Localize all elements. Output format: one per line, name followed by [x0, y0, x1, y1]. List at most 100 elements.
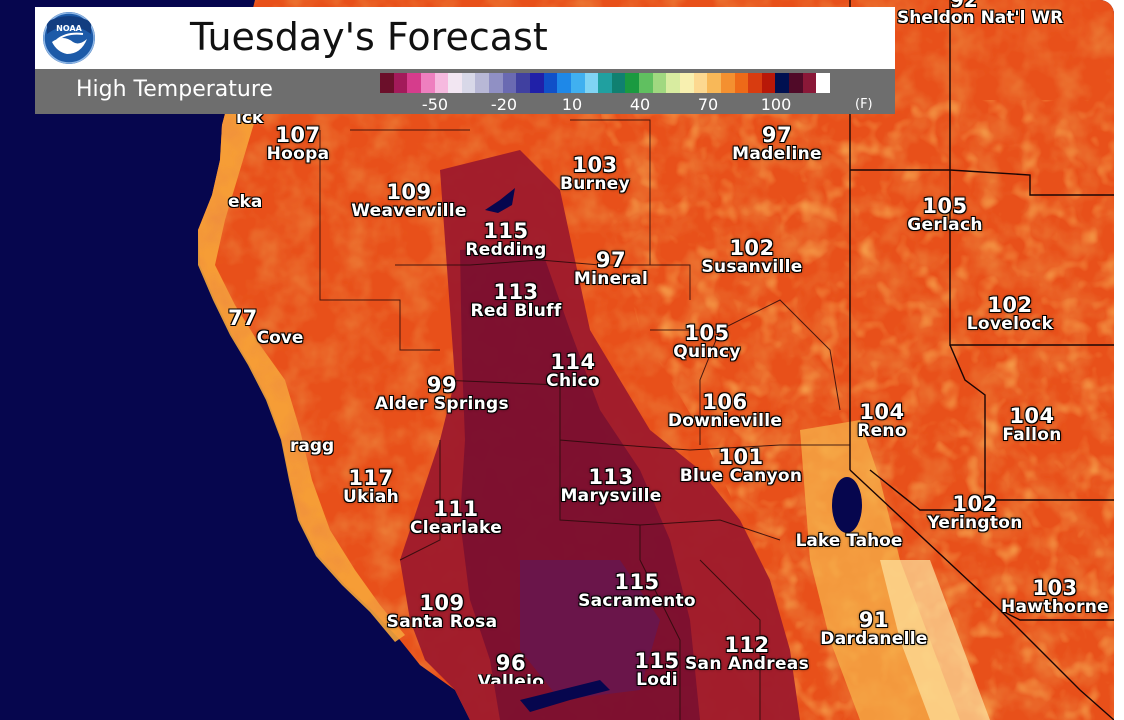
scale-swatch — [407, 73, 422, 93]
delta-purple — [520, 560, 660, 700]
city-name: Cove — [256, 328, 304, 348]
scale-swatch — [543, 73, 558, 93]
city-temp: 97 — [595, 248, 627, 272]
city-san-andreas: 112 San Andreas — [685, 634, 809, 674]
city-name: Redding — [465, 240, 547, 261]
city-lovelock: 102 Lovelock — [967, 294, 1053, 334]
city-name: Vallejo — [477, 672, 545, 693]
scale-swatch — [461, 73, 476, 93]
scale-tick: -50 — [421, 95, 449, 114]
land-texture-light — [600, 100, 1114, 720]
bay-water — [520, 680, 610, 712]
city-temp: 101 — [718, 445, 764, 469]
scale-swatch — [489, 73, 504, 93]
city-weaverville: 109 Weaverville — [351, 181, 467, 221]
lake-tahoe-water — [832, 477, 862, 533]
city-name: Hoopa — [266, 144, 330, 165]
city-name: Santa Rosa — [386, 612, 498, 633]
city-lake-tahoe: Lake Tahoe — [796, 532, 903, 551]
city-temp: 91 — [858, 608, 890, 632]
noaa-logo-icon: NOAA — [43, 12, 95, 64]
city-temp: 112 — [724, 633, 770, 657]
scale-tick: 100 — [760, 95, 792, 114]
sierra-coolest — [880, 560, 990, 720]
city-name: Clearlake — [409, 518, 503, 539]
cove-temp-cut: 77 — [228, 306, 258, 330]
scale-tick: -20 — [490, 95, 518, 114]
scale-tick: 70 — [697, 95, 719, 114]
scale-swatch — [761, 73, 776, 93]
scale-swatch — [434, 73, 449, 93]
map-subtitle: High Temperature — [76, 77, 273, 102]
scale-swatch — [680, 73, 695, 93]
city-name: Blue Canyon — [679, 466, 803, 487]
city-name: Downieville — [667, 411, 783, 432]
city-marysville: 113 Marysville — [560, 466, 661, 506]
shasta-lake-water — [485, 188, 515, 213]
city-downieville: 106 Downieville — [668, 391, 782, 431]
scale-swatch — [666, 73, 681, 93]
scale-swatch — [516, 73, 531, 93]
city-name: Lovelock — [966, 314, 1054, 335]
city-temp: 96 — [495, 651, 527, 675]
state-borders — [849, 0, 1114, 720]
city-name: Weaverville — [351, 201, 467, 222]
eureka-label-cut: eka — [228, 192, 263, 212]
city-temp: 109 — [419, 591, 465, 615]
city-name: San Andreas — [685, 654, 809, 675]
color-scale-bar — [380, 73, 831, 93]
noaa-logo-graphic: NOAA — [43, 12, 95, 64]
city-temp: 99 — [426, 373, 458, 397]
scale-tick: 40 — [629, 95, 651, 114]
scale-swatch — [720, 73, 736, 93]
scale-tick: 10 — [561, 95, 583, 114]
city-temp: 104 — [859, 400, 905, 424]
city-name: Mineral — [573, 269, 649, 290]
city-vallejo: 96 Vallejo — [478, 652, 545, 692]
city-chico: 114 Chico — [546, 351, 600, 391]
scale-swatch — [448, 73, 463, 93]
scale-swatch — [639, 73, 654, 93]
page-title: Tuesday's Forecast — [190, 15, 548, 59]
scale-swatch — [775, 73, 790, 93]
city-name: Ukiah — [342, 487, 400, 508]
scale-swatch — [475, 73, 490, 93]
city-temp: 113 — [493, 280, 539, 304]
fort-bragg-label-cut: ragg — [290, 436, 335, 456]
scale-swatch — [530, 73, 545, 93]
scale-swatch — [598, 73, 613, 93]
coastal-warm-strip — [198, 60, 405, 642]
city-name: Susanville — [701, 257, 803, 278]
city-name: Gerlach — [907, 215, 983, 236]
city-redding: 115 Redding — [465, 220, 546, 260]
city-yerington: 102 Yerington — [927, 493, 1022, 533]
scale-swatch — [734, 73, 749, 93]
scale-swatch — [557, 73, 572, 93]
city-santa-rosa: 109 Santa Rosa — [387, 592, 498, 632]
forecast-header: NOAA Tuesday's Forecast High Temperature… — [35, 7, 895, 114]
scale-swatch — [393, 73, 408, 93]
city-temp: 115 — [634, 649, 680, 673]
city-sacramento: 115 Sacramento — [578, 571, 696, 611]
city-temp: 104 — [1009, 404, 1055, 428]
city-reno: 104 Reno — [857, 401, 907, 441]
city-name: Dardanelle — [820, 629, 928, 650]
city-name: Reno — [857, 421, 907, 442]
city-name: Madeline — [732, 144, 822, 165]
scale-swatch — [748, 73, 763, 93]
title-bar: NOAA Tuesday's Forecast — [35, 7, 895, 69]
city-blue-canyon: 101 Blue Canyon — [680, 446, 803, 486]
city-temp: 103 — [1032, 576, 1078, 600]
city-red-bluff: 113 Red Bluff — [470, 281, 561, 321]
county-borders — [319, 119, 850, 720]
city-dardanelle: 91 Dardanelle — [820, 609, 927, 649]
city-temp: 115 — [483, 219, 529, 243]
city-temp: 103 — [572, 153, 618, 177]
city-gerlach: 105 Gerlach — [907, 195, 982, 235]
city-name: Quincy — [673, 342, 741, 363]
scale-swatch — [570, 73, 586, 93]
scale-swatch — [707, 73, 722, 93]
scale-swatch — [802, 73, 817, 93]
city-fallon: 104 Fallon — [1002, 405, 1061, 445]
